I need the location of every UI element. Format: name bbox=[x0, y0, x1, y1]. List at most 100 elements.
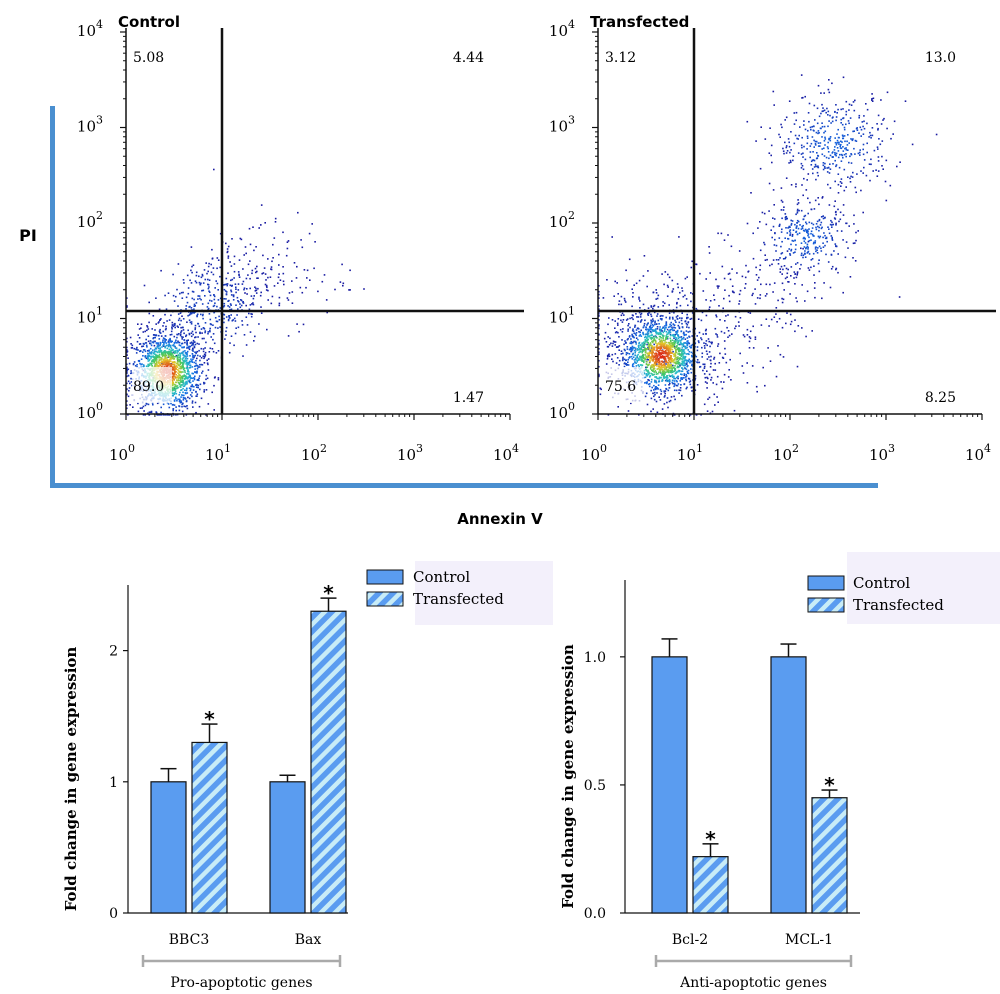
event-dot bbox=[195, 359, 197, 362]
event-dot bbox=[815, 228, 818, 231]
event-dot bbox=[186, 392, 189, 394]
event-dot bbox=[611, 353, 614, 356]
event-dot bbox=[683, 377, 685, 379]
event-dot bbox=[140, 358, 143, 360]
event-dot bbox=[252, 226, 254, 228]
event-dot bbox=[644, 341, 647, 343]
event-dot bbox=[839, 218, 842, 221]
event-dot bbox=[652, 307, 654, 310]
event-dot bbox=[243, 288, 245, 291]
event-dot bbox=[675, 316, 678, 318]
event-dot bbox=[685, 376, 687, 378]
event-dot bbox=[147, 350, 149, 352]
event-dot bbox=[659, 388, 662, 391]
event-dot bbox=[651, 366, 653, 368]
event-dot bbox=[802, 168, 805, 171]
event-dot bbox=[191, 372, 193, 375]
event-dot bbox=[198, 281, 201, 284]
event-dot bbox=[656, 365, 658, 367]
event-dot bbox=[703, 363, 706, 366]
event-dot bbox=[668, 371, 670, 374]
event-dot bbox=[202, 355, 204, 357]
event-dot bbox=[829, 114, 831, 117]
event-dot bbox=[691, 390, 693, 392]
event-dot bbox=[641, 359, 644, 361]
event-dot bbox=[760, 283, 762, 286]
event-dot bbox=[232, 299, 235, 301]
event-dot bbox=[598, 324, 600, 326]
event-dot bbox=[649, 360, 651, 362]
y-tick-exponent: 2 bbox=[96, 209, 103, 222]
event-dot bbox=[824, 244, 826, 247]
event-dot bbox=[180, 367, 182, 370]
event-dot bbox=[841, 134, 844, 137]
event-dot bbox=[169, 353, 172, 355]
event-dot bbox=[707, 338, 710, 340]
event-dot bbox=[831, 236, 833, 239]
event-dot bbox=[181, 379, 183, 382]
event-dot bbox=[639, 344, 642, 347]
event-dot bbox=[703, 345, 706, 347]
event-dot bbox=[130, 372, 132, 375]
event-dot bbox=[664, 395, 666, 397]
event-dot bbox=[717, 343, 720, 345]
event-dot bbox=[656, 392, 658, 394]
event-dot bbox=[672, 344, 675, 346]
event-dot bbox=[683, 366, 686, 369]
event-dot bbox=[803, 120, 805, 122]
event-dot bbox=[206, 359, 208, 362]
event-dot bbox=[654, 339, 657, 342]
event-dot bbox=[247, 263, 250, 266]
event-dot bbox=[885, 199, 888, 202]
event-dot bbox=[189, 388, 192, 390]
event-dot bbox=[183, 405, 185, 408]
event-dot bbox=[810, 259, 813, 261]
event-dot bbox=[190, 246, 193, 248]
event-dot bbox=[180, 336, 183, 338]
event-dot bbox=[840, 178, 843, 180]
event-dot bbox=[698, 361, 701, 364]
event-dot bbox=[153, 340, 155, 343]
event-dot bbox=[669, 344, 672, 347]
event-dot bbox=[806, 137, 809, 139]
event-dot bbox=[656, 326, 659, 328]
event-dot bbox=[778, 317, 781, 320]
event-dot bbox=[162, 337, 165, 339]
event-dot bbox=[679, 357, 681, 359]
event-dot bbox=[143, 410, 145, 412]
event-dot bbox=[814, 144, 817, 146]
event-dot bbox=[800, 228, 803, 230]
event-dot bbox=[658, 378, 660, 380]
event-dot bbox=[250, 295, 253, 297]
event-dot bbox=[716, 334, 718, 336]
event-dot bbox=[269, 276, 272, 278]
event-dot bbox=[665, 379, 668, 382]
event-dot bbox=[225, 326, 228, 329]
event-dot bbox=[152, 315, 155, 317]
event-dot bbox=[686, 365, 688, 368]
y-tick-exponent: 3 bbox=[96, 114, 103, 127]
event-dot bbox=[804, 250, 806, 252]
event-dot bbox=[230, 285, 233, 287]
event-dot bbox=[814, 246, 817, 249]
event-dot bbox=[211, 348, 214, 350]
event-dot bbox=[161, 355, 164, 358]
event-dot bbox=[670, 345, 673, 347]
event-dot bbox=[834, 146, 836, 148]
event-dot bbox=[674, 335, 676, 337]
event-dot bbox=[817, 142, 820, 144]
event-dot bbox=[627, 358, 629, 361]
event-dot bbox=[626, 318, 629, 320]
event-dots bbox=[598, 74, 938, 416]
event-dot bbox=[653, 347, 656, 349]
event-dot bbox=[795, 231, 797, 233]
event-dot bbox=[727, 273, 730, 275]
event-dot bbox=[663, 302, 666, 305]
event-dot bbox=[797, 138, 799, 140]
event-dot bbox=[179, 380, 182, 382]
event-dot bbox=[862, 125, 864, 128]
event-dot bbox=[788, 141, 790, 144]
event-dot bbox=[646, 382, 648, 385]
event-dot bbox=[656, 363, 658, 365]
event-dot bbox=[167, 361, 169, 364]
